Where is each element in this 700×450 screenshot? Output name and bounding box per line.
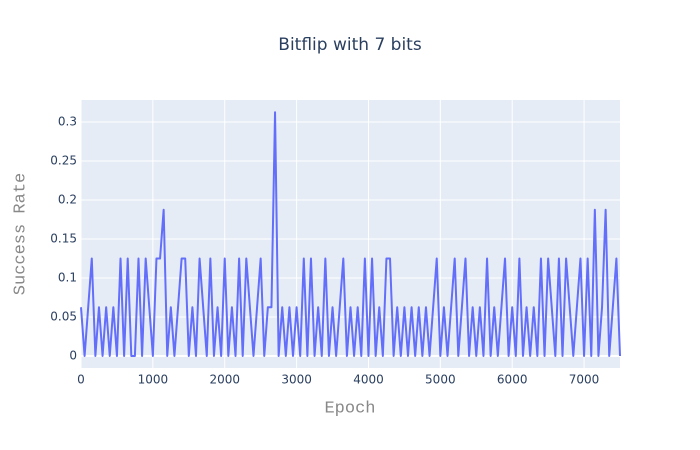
- x-tick-label: 7000: [569, 373, 600, 387]
- grid: [80, 100, 620, 368]
- marks: [80, 111, 621, 357]
- y-tick-label: 0.1: [58, 270, 77, 284]
- x-tick-label: 5000: [425, 373, 456, 387]
- x-tick-label: 1000: [138, 373, 169, 387]
- y-tick-label: 0.25: [50, 153, 77, 167]
- plot-area: [81, 100, 620, 368]
- y-axis-title: Success Rate: [11, 173, 30, 295]
- chart-title: Bitflip with 7 bits: [278, 35, 422, 55]
- x-tick-label: 3000: [281, 373, 312, 387]
- x-tick-label: 2000: [209, 373, 240, 387]
- y-tick-label: 0: [69, 348, 77, 362]
- y-tick-label: 0.05: [50, 309, 77, 323]
- y-tick-label: 0.2: [58, 192, 77, 206]
- x-axis-title: Epoch: [324, 399, 375, 418]
- y-tick-label: 0.15: [50, 231, 77, 245]
- line-series: [80, 111, 621, 357]
- x-tick-label: 0: [77, 373, 85, 387]
- x-tick-label: 6000: [497, 373, 528, 387]
- y-tick-label: 0.3: [58, 114, 77, 128]
- x-tick-label: 4000: [353, 373, 384, 387]
